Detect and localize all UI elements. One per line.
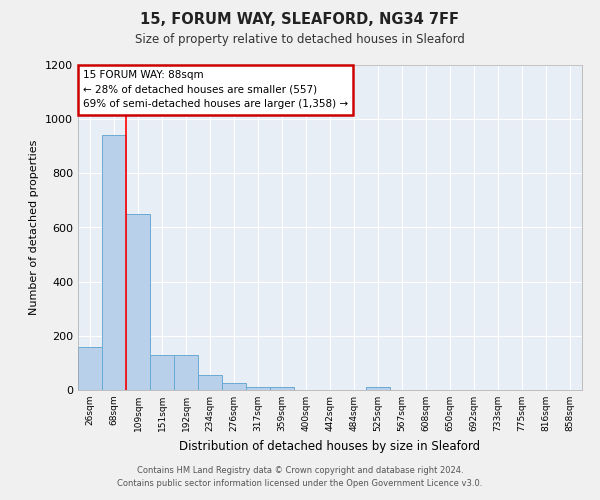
Bar — [174, 355, 198, 390]
Text: Contains HM Land Registry data © Crown copyright and database right 2024.
Contai: Contains HM Land Registry data © Crown c… — [118, 466, 482, 487]
Text: 15, FORUM WAY, SLEAFORD, NG34 7FF: 15, FORUM WAY, SLEAFORD, NG34 7FF — [140, 12, 460, 28]
Bar — [78, 346, 102, 390]
Bar — [222, 383, 246, 390]
Bar — [366, 387, 390, 390]
Bar — [150, 355, 174, 390]
X-axis label: Distribution of detached houses by size in Sleaford: Distribution of detached houses by size … — [179, 440, 481, 452]
Bar — [126, 214, 150, 390]
Bar — [102, 136, 126, 390]
Text: Size of property relative to detached houses in Sleaford: Size of property relative to detached ho… — [135, 32, 465, 46]
Bar — [246, 387, 270, 390]
Bar — [198, 374, 222, 390]
Text: 15 FORUM WAY: 88sqm
← 28% of detached houses are smaller (557)
69% of semi-detac: 15 FORUM WAY: 88sqm ← 28% of detached ho… — [83, 70, 348, 110]
Y-axis label: Number of detached properties: Number of detached properties — [29, 140, 40, 315]
Bar — [270, 387, 294, 390]
